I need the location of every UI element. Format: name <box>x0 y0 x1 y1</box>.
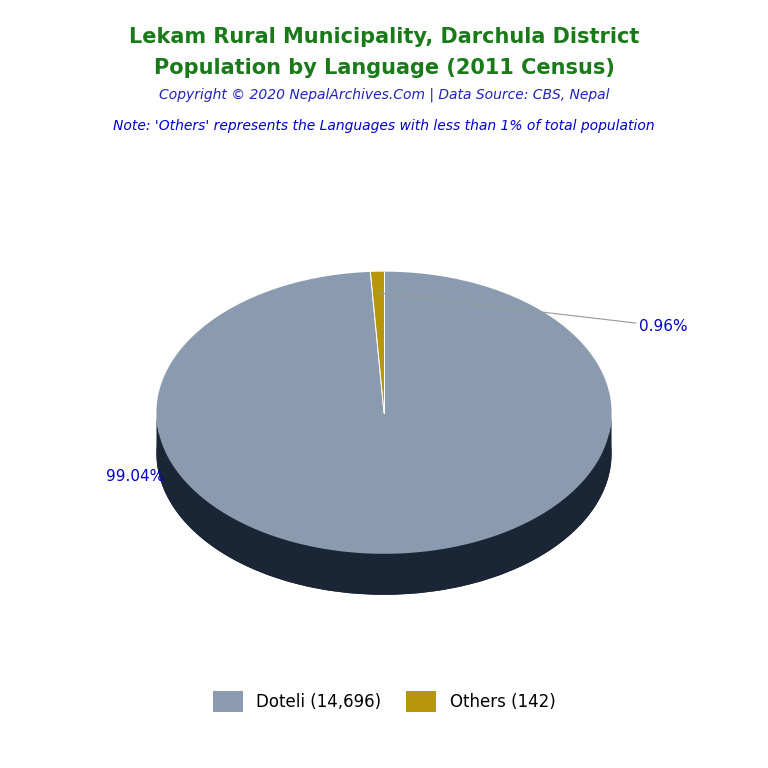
Polygon shape <box>157 272 611 554</box>
Text: 99.04%: 99.04% <box>107 469 164 484</box>
Polygon shape <box>157 411 611 594</box>
Text: Population by Language (2011 Census): Population by Language (2011 Census) <box>154 58 614 78</box>
Text: Copyright © 2020 NepalArchives.Com | Data Source: CBS, Nepal: Copyright © 2020 NepalArchives.Com | Dat… <box>159 88 609 102</box>
Ellipse shape <box>157 313 611 594</box>
Legend: Doteli (14,696), Others (142): Doteli (14,696), Others (142) <box>206 684 562 718</box>
Polygon shape <box>370 272 384 412</box>
Text: Note: 'Others' represents the Languages with less than 1% of total population: Note: 'Others' represents the Languages … <box>113 119 655 133</box>
Text: Lekam Rural Municipality, Darchula District: Lekam Rural Municipality, Darchula Distr… <box>129 27 639 47</box>
Text: 0.96%: 0.96% <box>378 293 687 334</box>
